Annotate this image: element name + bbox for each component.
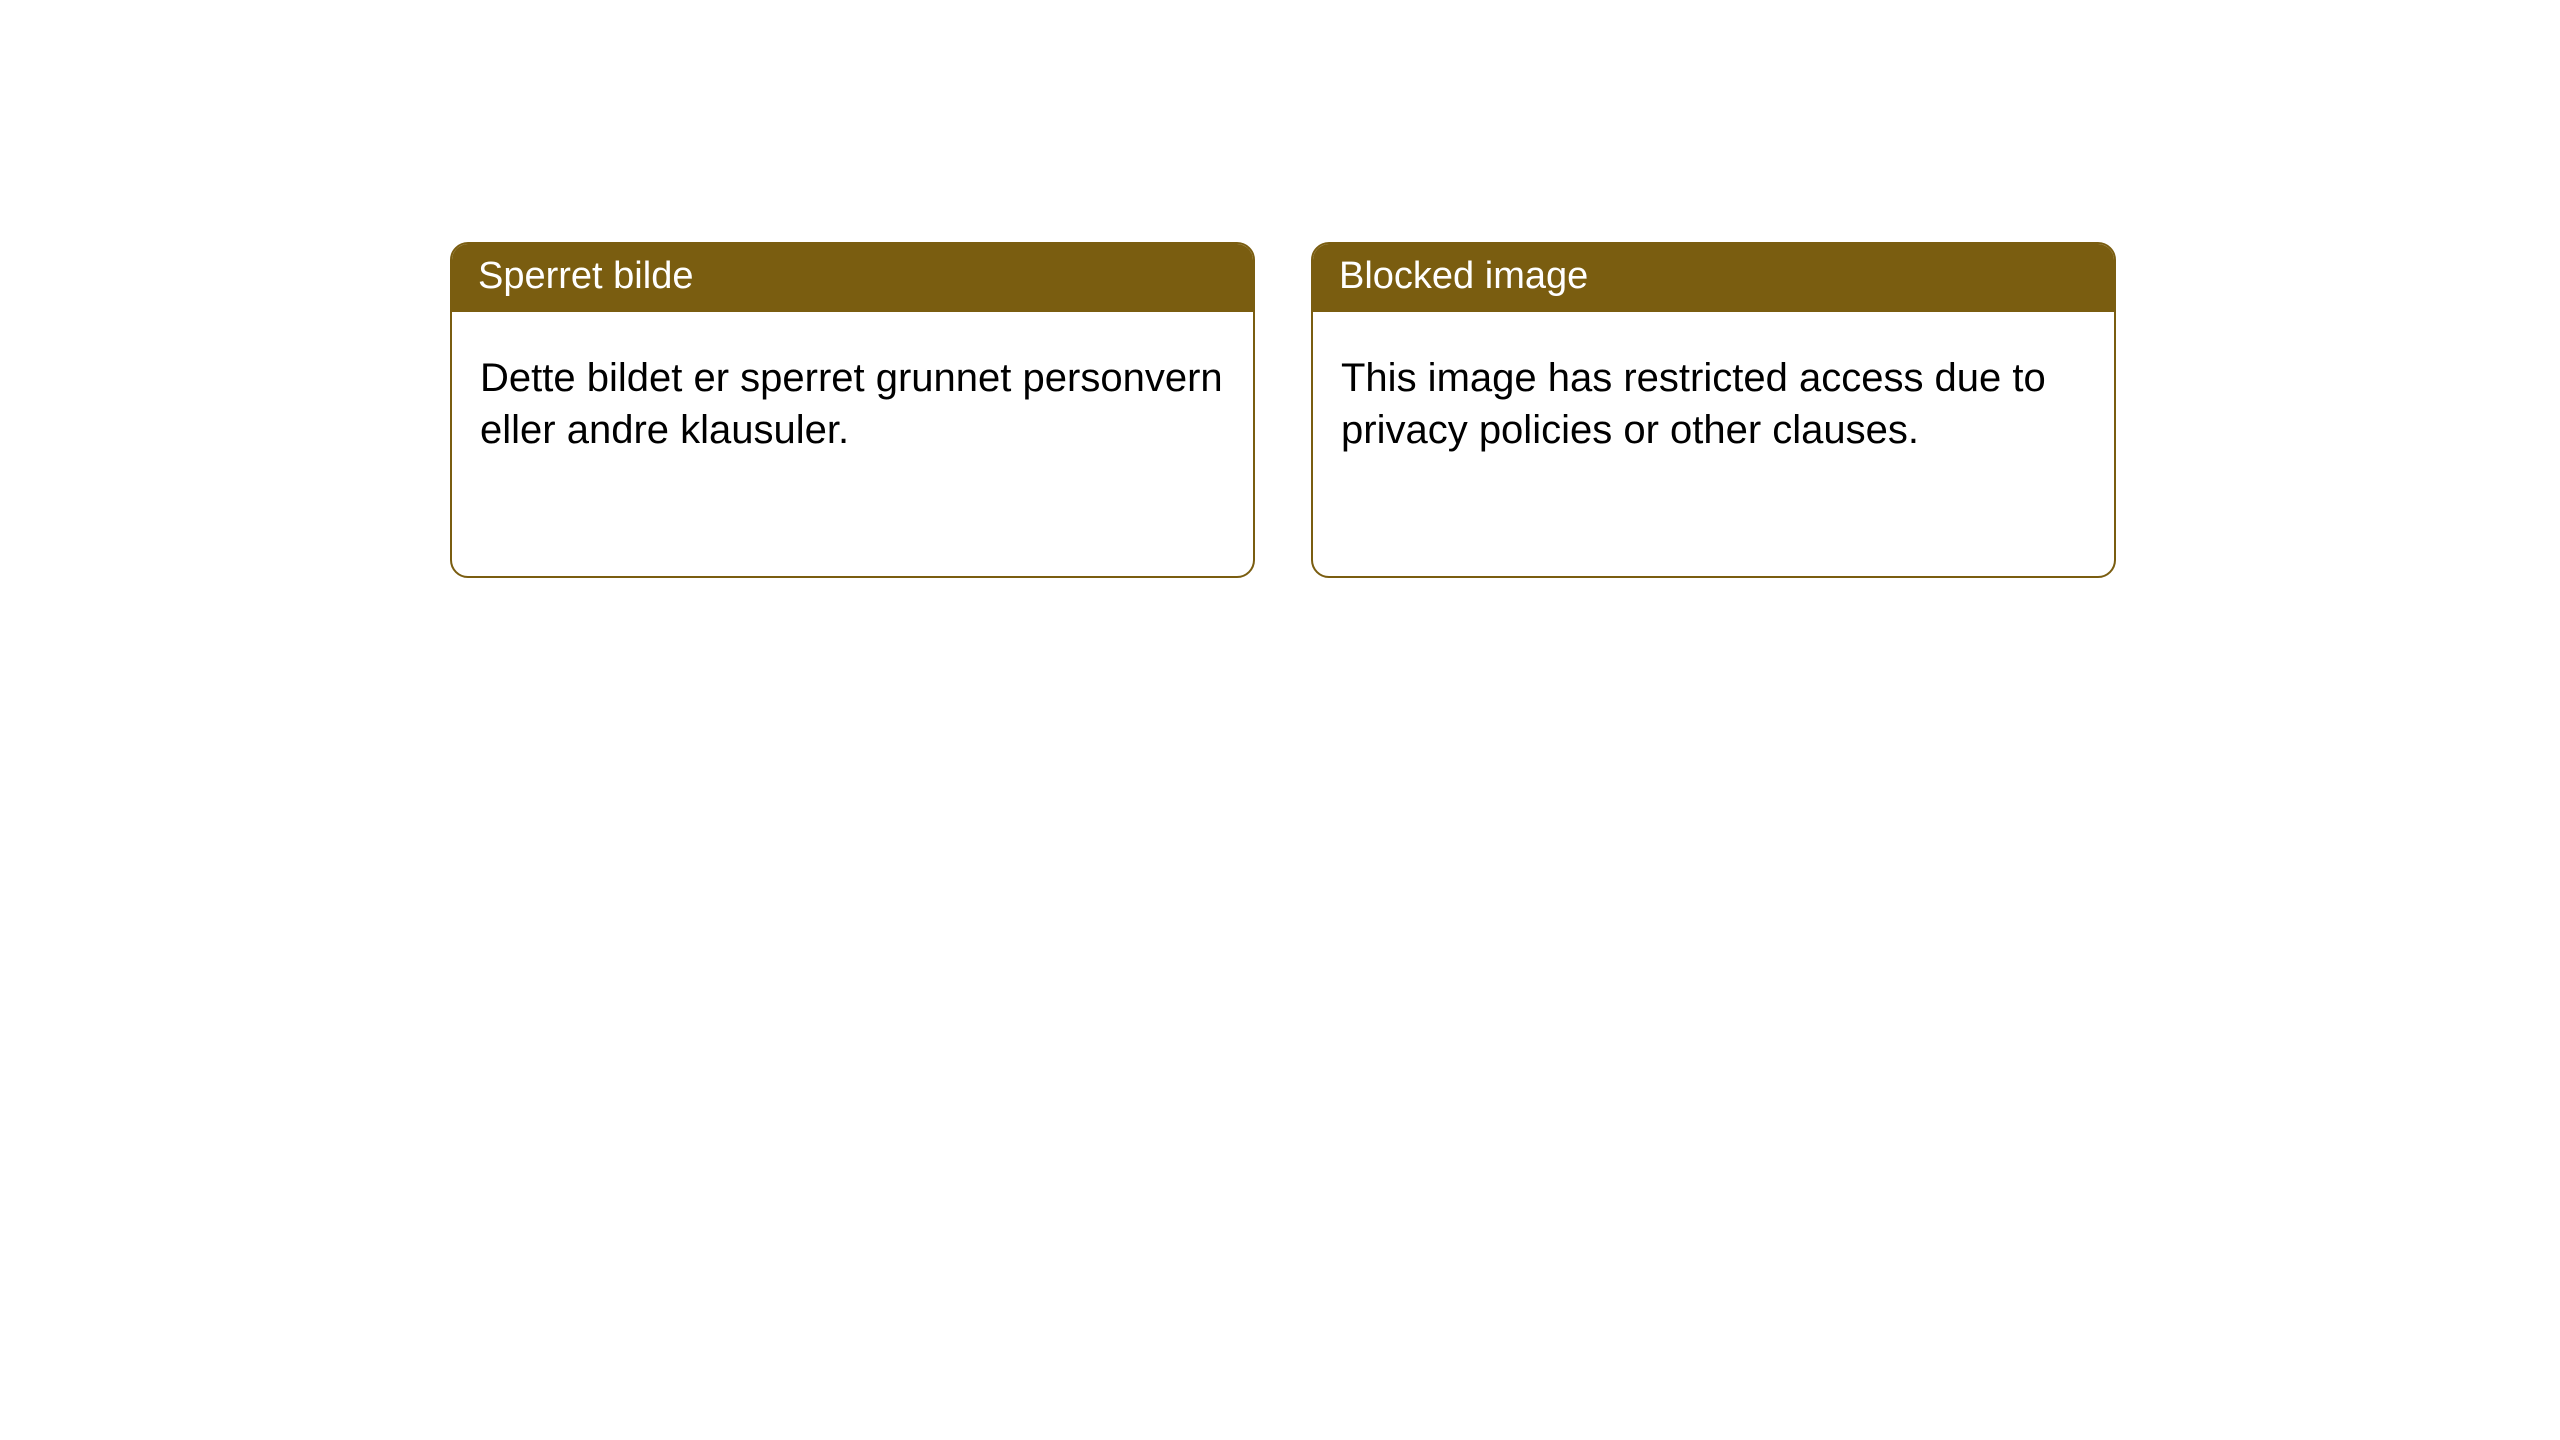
notice-body: This image has restricted access due to … xyxy=(1313,312,2114,496)
notice-title: Blocked image xyxy=(1339,255,1588,297)
notice-title: Sperret bilde xyxy=(478,255,693,297)
notice-container: Sperret bilde Dette bildet er sperret gr… xyxy=(0,0,2560,578)
notice-card-norwegian: Sperret bilde Dette bildet er sperret gr… xyxy=(450,242,1255,578)
notice-header: Blocked image xyxy=(1313,244,2114,312)
notice-header: Sperret bilde xyxy=(452,244,1253,312)
notice-card-english: Blocked image This image has restricted … xyxy=(1311,242,2116,578)
notice-body-text: Dette bildet er sperret grunnet personve… xyxy=(480,356,1223,452)
notice-body: Dette bildet er sperret grunnet personve… xyxy=(452,312,1253,496)
notice-body-text: This image has restricted access due to … xyxy=(1341,356,2046,452)
